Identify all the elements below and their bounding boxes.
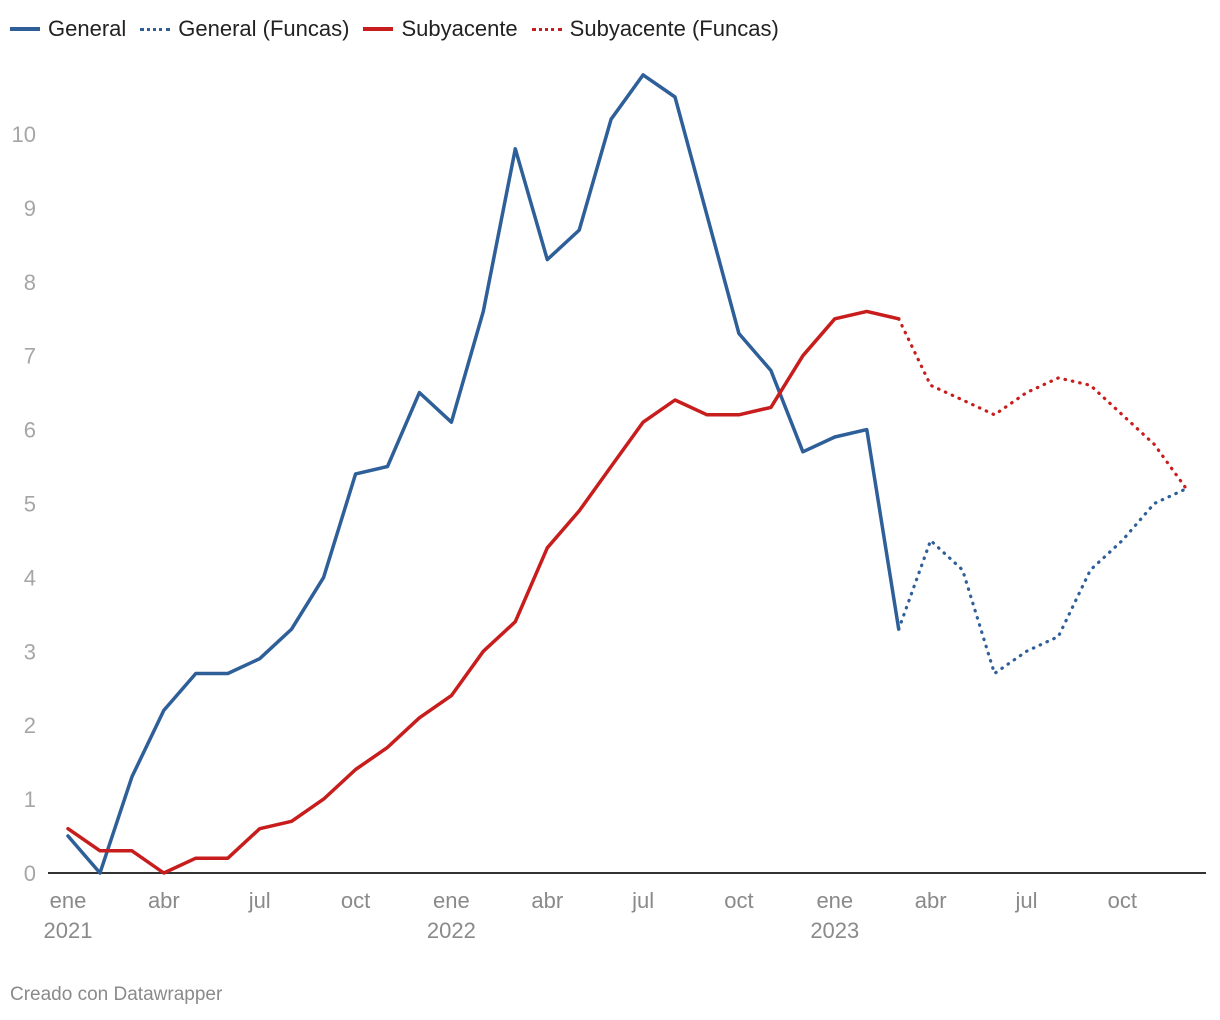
legend-swatch-subyacente-funcas <box>531 27 562 31</box>
y-tick-label-10: 10 <box>12 122 36 147</box>
legend-label-subyacente: Subyacente <box>401 16 518 41</box>
series-line-subyacente <box>66 309 901 875</box>
y-tick-label-2: 2 <box>24 713 36 738</box>
y-tick-label-1: 1 <box>24 787 36 812</box>
legend-label-general: General <box>48 16 127 41</box>
legend-swatch-subyacente <box>363 27 394 31</box>
x-tick-label-5: abr <box>531 888 563 913</box>
x-tick-year-2021: 2021 <box>44 918 93 943</box>
x-tick-label-7: oct <box>724 888 753 913</box>
series-line-general-funcas <box>897 487 1188 676</box>
x-tick-label-6: jul <box>631 888 654 913</box>
series-line-general <box>66 73 901 875</box>
y-tick-label-4: 4 <box>24 565 36 590</box>
y-tick-label-7: 7 <box>24 344 36 369</box>
legend-item-general: General <box>10 16 126 42</box>
legend-item-general-funcas: General (Funcas) <box>140 16 349 42</box>
legend-swatch-general-funcas <box>140 27 171 31</box>
y-tick-label-3: 3 <box>24 639 36 664</box>
y-tick-label-6: 6 <box>24 418 36 443</box>
y-tick-label-0: 0 <box>24 861 36 886</box>
legend-item-subyacente: Subyacente <box>363 16 518 42</box>
legend-label-subyacente-funcas: Subyacente (Funcas) <box>569 16 779 41</box>
footer-credit: Creado con Datawrapper <box>10 984 223 1005</box>
x-tick-label-3: oct <box>341 888 370 913</box>
x-tick-label-8: ene <box>816 888 853 913</box>
series-line-subyacente-funcas <box>897 317 1188 491</box>
x-tick-label-0: ene <box>50 888 87 913</box>
x-tick-label-11: oct <box>1108 888 1137 913</box>
x-tick-year-2022: 2022 <box>427 918 476 943</box>
y-tick-label-9: 9 <box>24 196 36 221</box>
y-tick-label-5: 5 <box>24 492 36 517</box>
x-tick-label-10: jul <box>1014 888 1037 913</box>
x-tick-year-2023: 2023 <box>810 918 859 943</box>
x-tick-label-1: abr <box>148 888 180 913</box>
legend-swatch-general <box>10 27 40 31</box>
x-tick-label-2: jul <box>248 888 271 913</box>
legend-item-subyacente-funcas: Subyacente (Funcas) <box>531 16 779 42</box>
y-tick-label-8: 8 <box>24 270 36 295</box>
x-tick-label-9: abr <box>915 888 947 913</box>
legend-label-general-funcas: General (Funcas) <box>178 16 350 41</box>
x-tick-label-4: ene <box>433 888 470 913</box>
legend: General General (Funcas) Subyacente Suby… <box>10 16 793 42</box>
